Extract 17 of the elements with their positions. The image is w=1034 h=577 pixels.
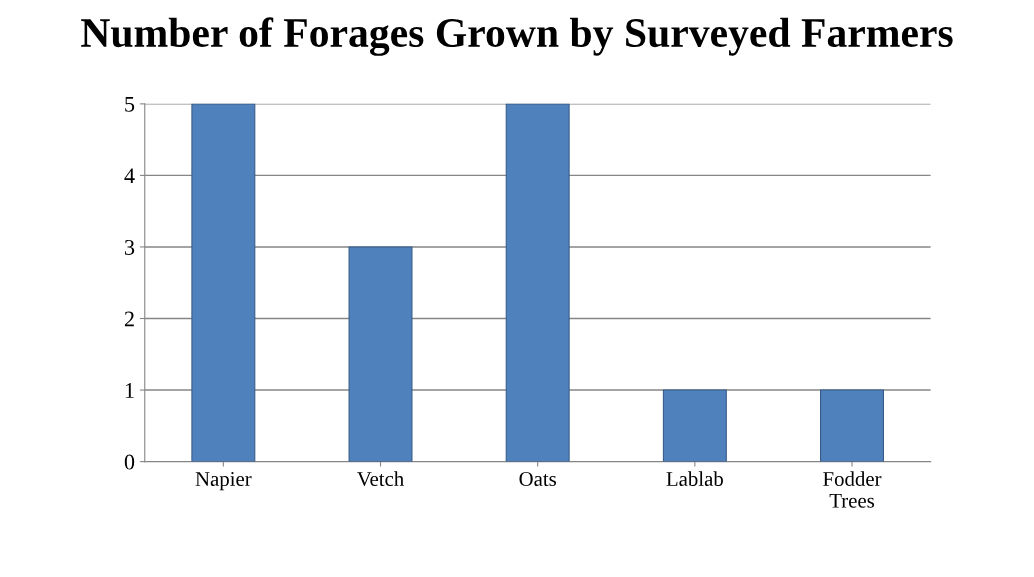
bar bbox=[505, 103, 570, 462]
chart-title: Number of Forages Grown by Surveyed Farmers bbox=[81, 17, 953, 56]
y-tick-label: 0 bbox=[124, 454, 135, 470]
bar bbox=[820, 389, 885, 462]
bar bbox=[348, 246, 413, 462]
x-tick-label: Lablab bbox=[666, 471, 723, 486]
y-tick-label: 5 bbox=[125, 97, 135, 112]
bar bbox=[191, 103, 256, 462]
y-tick-label: 1 bbox=[125, 383, 134, 398]
x-tick-label: Fodder Trees bbox=[823, 471, 882, 508]
x-tick-label: Oats bbox=[519, 471, 557, 486]
y-tick-label: 2 bbox=[124, 311, 134, 327]
x-tick-label: Napier bbox=[195, 471, 252, 491]
bar bbox=[662, 389, 727, 462]
y-tick-label: 3 bbox=[124, 239, 135, 255]
x-tick-label: Vetch bbox=[357, 471, 404, 487]
y-tick-label: 4 bbox=[124, 168, 135, 184]
